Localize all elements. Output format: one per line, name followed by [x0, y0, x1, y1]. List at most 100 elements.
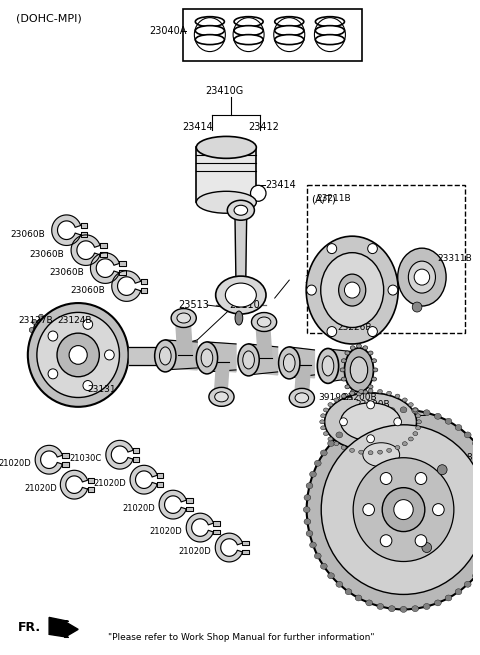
- Ellipse shape: [336, 432, 343, 438]
- Ellipse shape: [455, 424, 462, 430]
- Text: 23060B: 23060B: [49, 268, 84, 276]
- Ellipse shape: [413, 432, 418, 436]
- Ellipse shape: [278, 347, 300, 379]
- Ellipse shape: [341, 394, 346, 398]
- Ellipse shape: [328, 437, 333, 441]
- Text: 21020D: 21020D: [123, 504, 156, 513]
- Circle shape: [48, 369, 58, 379]
- Text: 23513: 23513: [178, 300, 209, 310]
- Ellipse shape: [234, 35, 263, 45]
- Ellipse shape: [306, 531, 313, 536]
- Ellipse shape: [412, 407, 419, 413]
- Polygon shape: [81, 233, 87, 238]
- Polygon shape: [165, 340, 197, 370]
- Text: 21020D: 21020D: [94, 479, 126, 488]
- Ellipse shape: [328, 403, 333, 407]
- Circle shape: [34, 318, 57, 342]
- Ellipse shape: [314, 460, 321, 466]
- Ellipse shape: [387, 391, 392, 395]
- Circle shape: [57, 333, 99, 377]
- Ellipse shape: [363, 443, 400, 467]
- Circle shape: [37, 312, 120, 398]
- Ellipse shape: [402, 441, 407, 445]
- Ellipse shape: [215, 392, 228, 402]
- Ellipse shape: [310, 471, 316, 477]
- Bar: [183, 9, 362, 60]
- Ellipse shape: [321, 426, 325, 430]
- Circle shape: [345, 282, 360, 298]
- Ellipse shape: [368, 385, 373, 389]
- Ellipse shape: [395, 394, 400, 398]
- Ellipse shape: [315, 35, 345, 45]
- Circle shape: [327, 327, 336, 337]
- Polygon shape: [328, 349, 355, 382]
- Polygon shape: [133, 457, 139, 462]
- Ellipse shape: [434, 413, 441, 419]
- Ellipse shape: [388, 407, 395, 413]
- Circle shape: [367, 401, 374, 409]
- Ellipse shape: [355, 419, 362, 424]
- Ellipse shape: [464, 432, 471, 438]
- Ellipse shape: [328, 440, 335, 447]
- Bar: [196, 147, 256, 202]
- Text: 21020D: 21020D: [150, 527, 182, 536]
- Polygon shape: [214, 521, 220, 525]
- Circle shape: [69, 346, 87, 364]
- Ellipse shape: [398, 248, 446, 306]
- Circle shape: [56, 328, 61, 333]
- Ellipse shape: [243, 351, 254, 369]
- Circle shape: [394, 418, 402, 426]
- Ellipse shape: [408, 403, 413, 407]
- Ellipse shape: [195, 35, 224, 45]
- Polygon shape: [87, 478, 94, 483]
- Ellipse shape: [366, 600, 372, 606]
- Circle shape: [83, 320, 93, 329]
- Circle shape: [38, 341, 44, 346]
- Circle shape: [412, 302, 422, 312]
- Polygon shape: [215, 362, 229, 390]
- Ellipse shape: [315, 16, 345, 27]
- Text: 59418: 59418: [444, 453, 473, 462]
- Ellipse shape: [275, 16, 304, 27]
- Ellipse shape: [234, 16, 263, 27]
- Ellipse shape: [304, 495, 311, 500]
- Text: 23410G: 23410G: [205, 86, 243, 96]
- Circle shape: [38, 314, 44, 319]
- Polygon shape: [106, 440, 133, 469]
- Ellipse shape: [423, 410, 430, 416]
- Ellipse shape: [295, 393, 309, 403]
- Ellipse shape: [359, 390, 363, 394]
- Text: 23127B: 23127B: [18, 316, 53, 324]
- Circle shape: [367, 435, 374, 443]
- Circle shape: [47, 341, 52, 346]
- Polygon shape: [216, 533, 242, 562]
- Text: 23211B: 23211B: [316, 194, 351, 203]
- Text: "Please refer to Work Shop Manual for further information": "Please refer to Work Shop Manual for fu…: [108, 633, 374, 642]
- Ellipse shape: [350, 435, 413, 475]
- Ellipse shape: [216, 276, 266, 314]
- Polygon shape: [186, 498, 192, 502]
- Circle shape: [40, 325, 50, 335]
- Ellipse shape: [349, 391, 355, 395]
- Polygon shape: [256, 328, 272, 358]
- Circle shape: [307, 285, 316, 295]
- Ellipse shape: [359, 450, 363, 454]
- Ellipse shape: [321, 253, 384, 328]
- Polygon shape: [90, 253, 120, 284]
- Circle shape: [432, 504, 444, 515]
- Ellipse shape: [345, 385, 350, 389]
- Circle shape: [414, 269, 430, 285]
- Ellipse shape: [304, 519, 311, 525]
- Circle shape: [251, 185, 266, 201]
- Text: FR.: FR.: [18, 621, 41, 634]
- Polygon shape: [120, 271, 126, 275]
- Circle shape: [422, 542, 432, 553]
- Ellipse shape: [196, 191, 256, 214]
- Bar: [307, 185, 465, 333]
- Ellipse shape: [306, 236, 398, 344]
- Circle shape: [47, 314, 52, 319]
- Text: 23200B: 23200B: [355, 400, 390, 409]
- Ellipse shape: [368, 351, 373, 355]
- Ellipse shape: [366, 413, 372, 419]
- Ellipse shape: [324, 408, 328, 412]
